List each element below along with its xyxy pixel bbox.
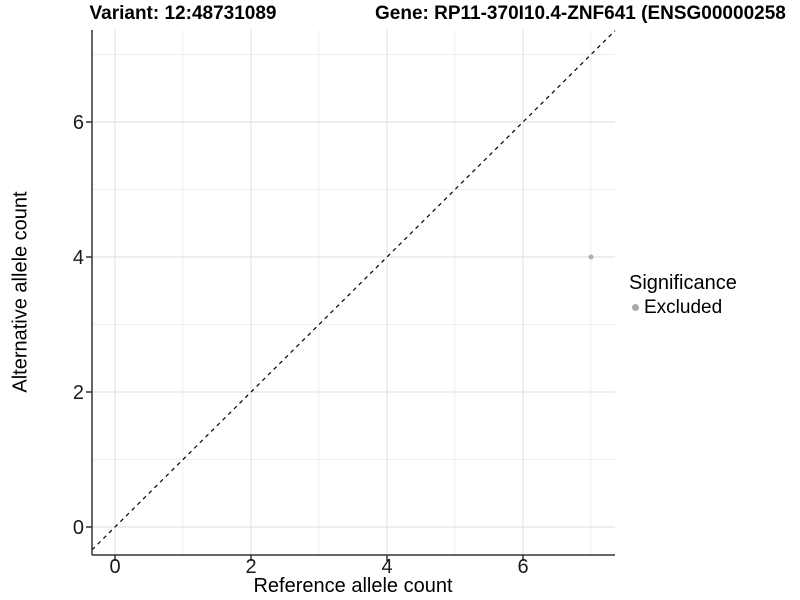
x-tick-label: 6 [517,556,528,578]
legend: Significance Excluded [629,271,737,320]
y-tick-label: 6 [73,112,84,134]
legend-item-excluded: Excluded [629,296,737,320]
identity-reference-line [91,30,616,551]
y-tick-label: 2 [73,382,84,404]
x-tick-label: 4 [381,556,392,578]
legend-point-icon [632,304,639,312]
legend-title: Significance [629,272,737,294]
legend-item-label: Excluded [644,297,723,318]
y-tick-label: 0 [73,517,84,539]
x-tick-label: 0 [109,556,120,578]
y-axis-title: Alternative allele count [9,191,32,393]
gene-title: Gene: RP11-370I10.4-ZNF641 (ENSG00000258 [375,3,786,24]
x-tick-label: 2 [245,556,256,578]
y-tick-label: 4 [73,247,84,269]
data-point [588,254,594,260]
variant-title: Variant: 12:48731089 [89,3,277,24]
x-axis-title: Reference allele count [253,575,453,597]
